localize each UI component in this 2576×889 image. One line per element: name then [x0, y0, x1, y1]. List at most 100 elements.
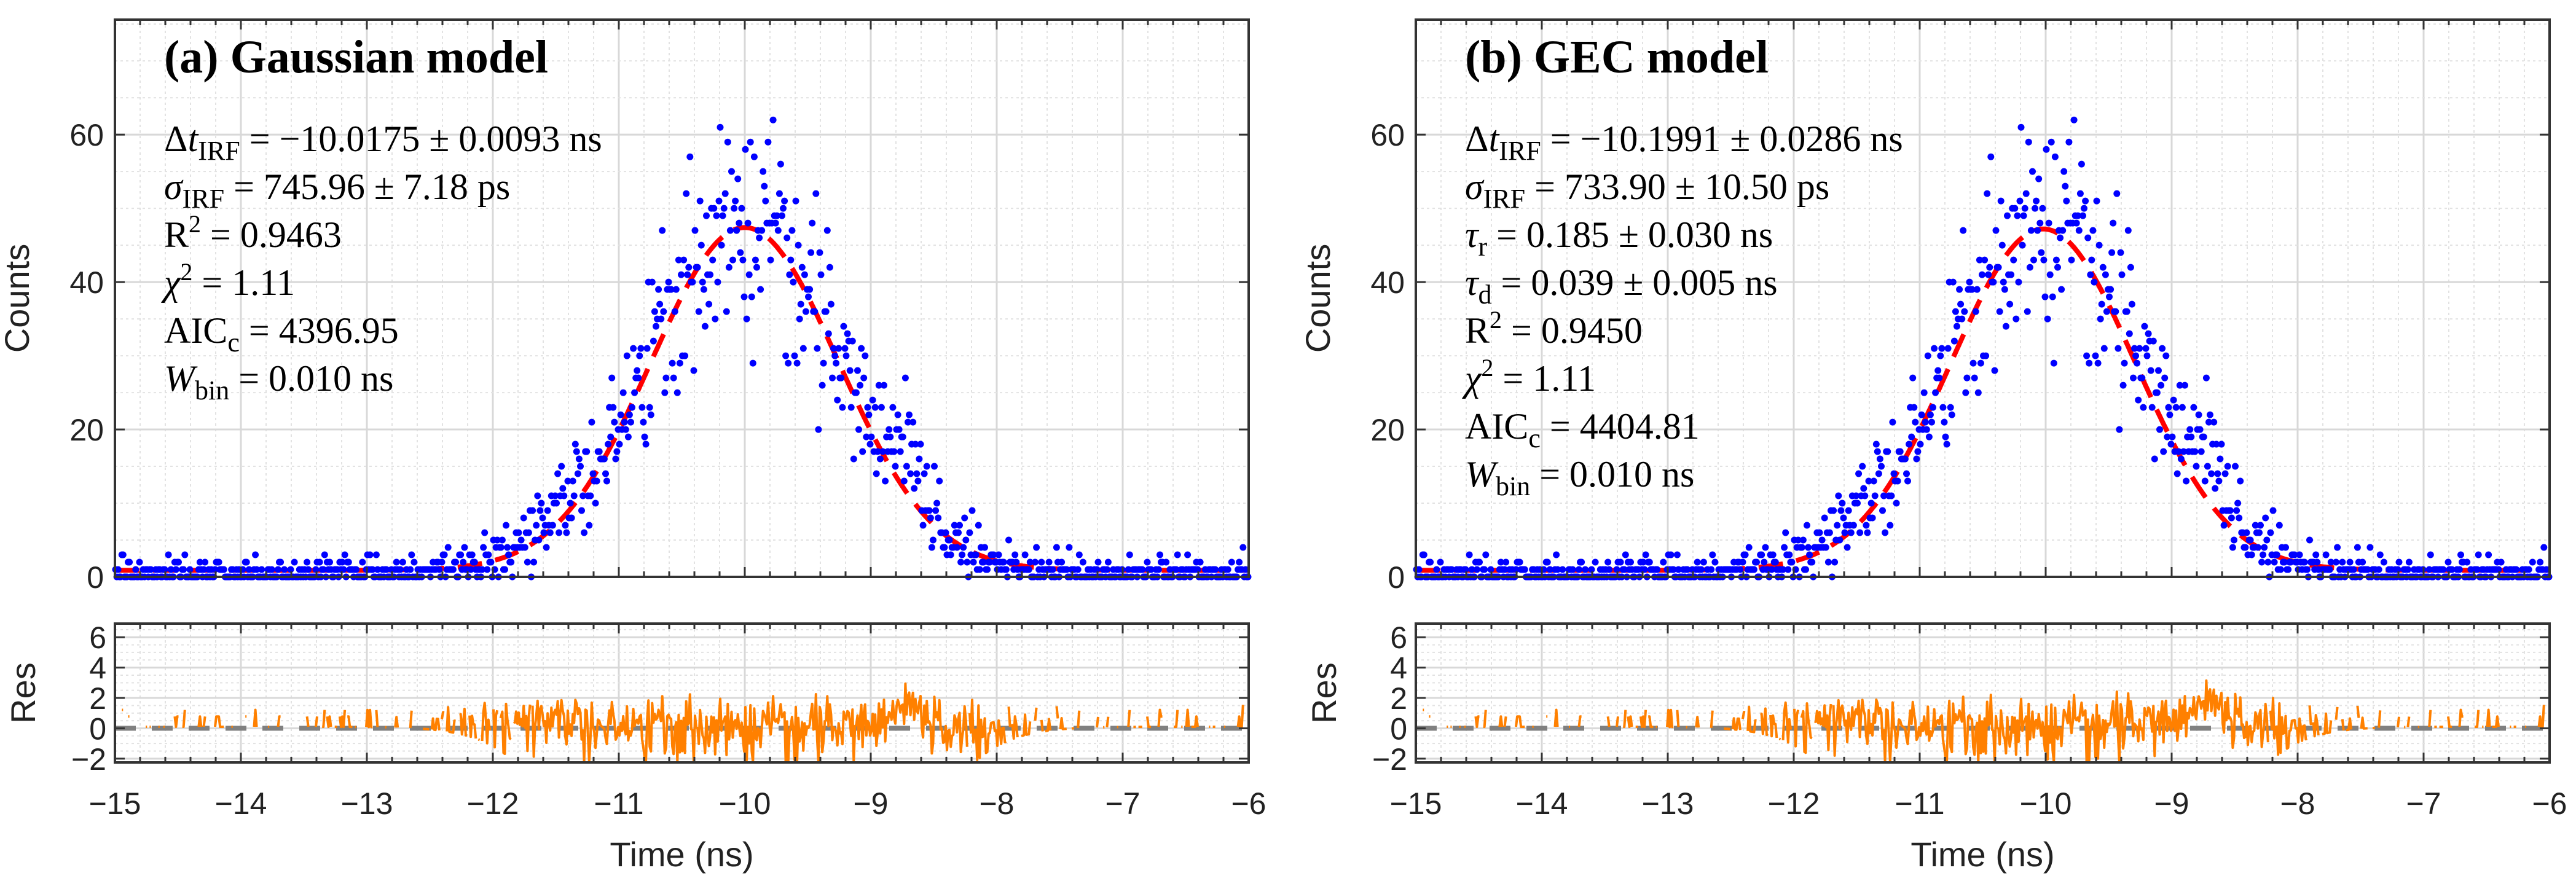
data-point — [535, 536, 543, 544]
fit-parameter: Wbin = 0.010 ns — [164, 358, 393, 405]
data-point — [2128, 300, 2135, 308]
data-point — [2093, 197, 2100, 205]
residual-segment — [1832, 679, 2269, 763]
data-point — [700, 286, 707, 293]
data-point — [2155, 367, 2162, 374]
data-point — [842, 352, 850, 359]
fit-parameter: ΔtIRF = −10.0175 ± 0.0093 ns — [164, 119, 602, 166]
data-point — [2121, 359, 2128, 367]
data-point — [814, 345, 821, 352]
data-point — [1850, 522, 1857, 529]
param-superscript: 2 — [180, 258, 192, 286]
residual-segment — [1781, 701, 1793, 744]
data-point — [1854, 499, 1861, 507]
data-point — [806, 286, 814, 293]
data-point — [1942, 433, 1949, 441]
data-point — [641, 433, 648, 441]
data-point — [2108, 249, 2116, 256]
data-point — [941, 544, 948, 551]
data-point — [2202, 374, 2210, 382]
data-point — [825, 330, 832, 337]
data-point — [1971, 374, 1978, 382]
data-point — [1997, 197, 2005, 205]
data-point — [717, 123, 724, 131]
residual-segment — [1648, 715, 1654, 729]
data-point — [1890, 470, 1898, 477]
data-point — [671, 308, 678, 315]
data-point — [878, 404, 885, 411]
data-point — [743, 315, 750, 323]
data-point — [1880, 492, 1888, 499]
data-point — [2261, 544, 2268, 551]
data-point — [2212, 485, 2219, 492]
data-point — [1156, 551, 1163, 558]
data-point — [574, 470, 581, 477]
data-point — [1958, 315, 1966, 323]
data-point — [321, 551, 328, 558]
data-point — [1831, 558, 1839, 566]
data-point — [2164, 433, 2171, 441]
data-point — [2262, 514, 2269, 522]
res-y-tick-label: 6 — [1390, 621, 1407, 655]
data-point — [2285, 566, 2292, 573]
data-point — [186, 566, 194, 573]
data-point — [220, 566, 227, 573]
data-point — [1847, 529, 1855, 536]
data-point — [622, 426, 629, 433]
data-point — [245, 566, 253, 573]
data-point — [180, 566, 187, 573]
data-point — [575, 455, 583, 463]
data-point — [480, 544, 487, 551]
data-point — [953, 544, 960, 551]
data-point — [452, 558, 459, 566]
data-point — [553, 499, 560, 507]
data-point — [2131, 345, 2138, 352]
data-point — [2218, 441, 2225, 448]
data-point — [2301, 558, 2308, 566]
data-point — [2217, 455, 2224, 463]
data-point — [2236, 514, 2243, 522]
data-point — [291, 558, 298, 566]
data-point — [676, 359, 683, 367]
residual-segment — [1055, 706, 1059, 719]
data-point — [2220, 522, 2228, 529]
data-point — [637, 345, 645, 352]
data-point — [864, 404, 871, 411]
data-point — [2081, 205, 2087, 212]
data-point — [2334, 544, 2341, 551]
data-point — [933, 499, 941, 507]
data-point — [907, 470, 914, 477]
data-point — [1660, 558, 1667, 566]
x-tick-label: −13 — [341, 786, 393, 821]
data-point — [340, 566, 347, 573]
data-point — [1977, 359, 1984, 367]
x-tick-label: −6 — [2532, 786, 2567, 821]
data-point — [2232, 463, 2239, 470]
data-point — [956, 522, 963, 529]
data-point — [2473, 566, 2481, 573]
data-point — [695, 308, 702, 315]
data-point — [498, 536, 506, 544]
param-value: = 4396.95 — [240, 310, 399, 351]
data-point — [672, 286, 680, 293]
data-point — [970, 558, 977, 566]
data-point — [659, 227, 666, 234]
param-subscript: c — [227, 327, 240, 358]
data-point — [175, 558, 182, 566]
data-point — [1938, 345, 1946, 352]
data-point — [783, 234, 791, 241]
data-point — [2204, 463, 2211, 470]
data-point — [1973, 286, 1981, 293]
data-point — [2497, 558, 2505, 566]
data-point — [2057, 234, 2064, 241]
data-point — [1516, 558, 1523, 566]
data-point — [2123, 308, 2130, 315]
data-point — [345, 558, 352, 566]
data-point — [444, 544, 452, 551]
data-point — [1697, 566, 1705, 573]
data-point — [2395, 558, 2403, 566]
data-point — [1991, 367, 1998, 374]
x-tick-label: −13 — [1642, 786, 1694, 821]
data-point — [951, 522, 958, 529]
y-tick-label: 60 — [69, 118, 104, 152]
